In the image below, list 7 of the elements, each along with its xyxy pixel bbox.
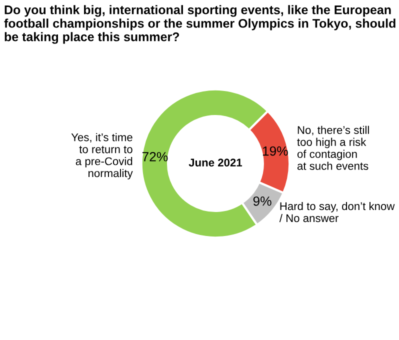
slice-label: Yes, it’s time to return to a pre-Covid normality: [71, 133, 133, 180]
data-label: 19%: [262, 146, 288, 156]
slice-label: Hard to say, don’t know / No answer: [279, 202, 395, 222]
slice-label: No, there’s still too high a risk of contagion at such events: [297, 126, 369, 170]
data-label: 9%: [253, 196, 272, 206]
chart-title: Do you think big, international sporting events, like the European football championships or the summer Olympics in Tokyo, should be taking place this summer?: [4, 5, 396, 44]
text: June 2021: [188, 158, 242, 167]
